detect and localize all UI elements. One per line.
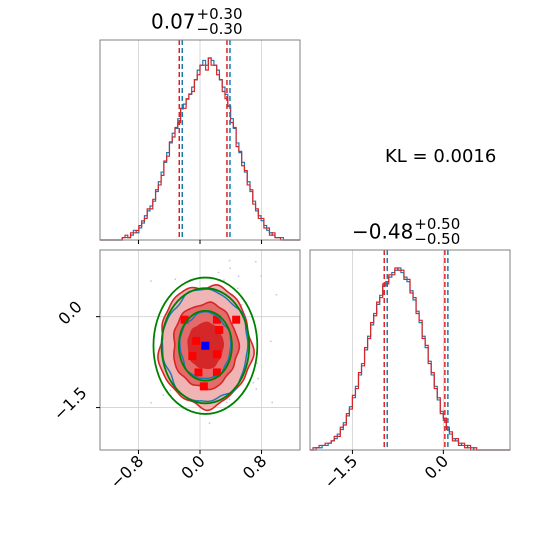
joint-ytick-label: −1.5 [50,383,91,424]
hist2-frame [309,249,511,451]
joint-sample-point [162,394,165,396]
param2-title-plus: +0.50 [414,215,461,233]
joint-sample-point [275,293,278,296]
joint-plot-area [150,259,278,424]
param1-title-minus: −0.30 [196,20,243,38]
hist1-series-red [100,57,300,241]
joint-xtick-label: −0.8 [106,451,147,492]
joint-density-square [199,382,208,391]
hist2-xtick-label: 0.0 [421,451,452,482]
joint-sample-point [217,271,220,274]
joint-sample-point [237,275,240,278]
param2-title-value: −0.48 [352,219,414,244]
joint-density-square [188,352,197,361]
joint-density-square [212,368,221,377]
param2-title: −0.48 +0.50 −0.50 [352,215,461,248]
param2-title-minus: −0.50 [414,230,461,248]
joint-sample-point [174,278,177,281]
kl-divergence-label: KL = 0.0016 [385,146,497,167]
joint-sample-point [255,388,258,391]
joint-sample-point [229,267,231,270]
joint-density-square [212,350,221,359]
joint-sample-point [236,287,239,290]
joint-sample-point [269,340,272,343]
param1-title: 0.07 +0.30 −0.30 [151,5,243,38]
joint-sample-point [271,401,274,404]
joint-density-square [212,315,221,324]
joint-sample-point [228,398,231,401]
param1-title-plus: +0.30 [196,5,243,23]
joint-density-square [192,336,201,345]
joint-ytick-label: 0.0 [54,297,85,328]
joint-green-contour [152,276,259,415]
joint-center-marker [201,341,210,350]
joint-sample-point [208,422,211,424]
joint-sample-point [228,259,231,262]
joint-xtick-label: 0.0 [177,451,208,482]
joint-density-square [180,315,189,324]
joint-sample-point [223,279,225,282]
hist2-series-red [310,267,510,451]
joint-sample-point [257,377,259,380]
joint-green-contour [177,310,233,382]
joint-sample-point [150,280,152,282]
joint-sample-point [240,303,243,306]
joint-sample-point [252,381,255,384]
joint-blue-contour [161,288,249,403]
joint-xtick-label: 0.8 [239,451,270,482]
joint-sample-point [150,401,152,404]
joint-sample-point [169,389,172,392]
joint-density-square [194,368,203,377]
joint-sample-point [226,401,228,404]
param1-title-value: 0.07 [151,9,196,34]
hist2-xtick-label: −1.5 [320,451,361,492]
joint-sample-point [260,275,262,277]
joint-green-contour [160,287,251,405]
joint-sample-point [254,260,257,263]
joint-density-square [232,315,241,324]
joint-density-square [215,326,224,334]
